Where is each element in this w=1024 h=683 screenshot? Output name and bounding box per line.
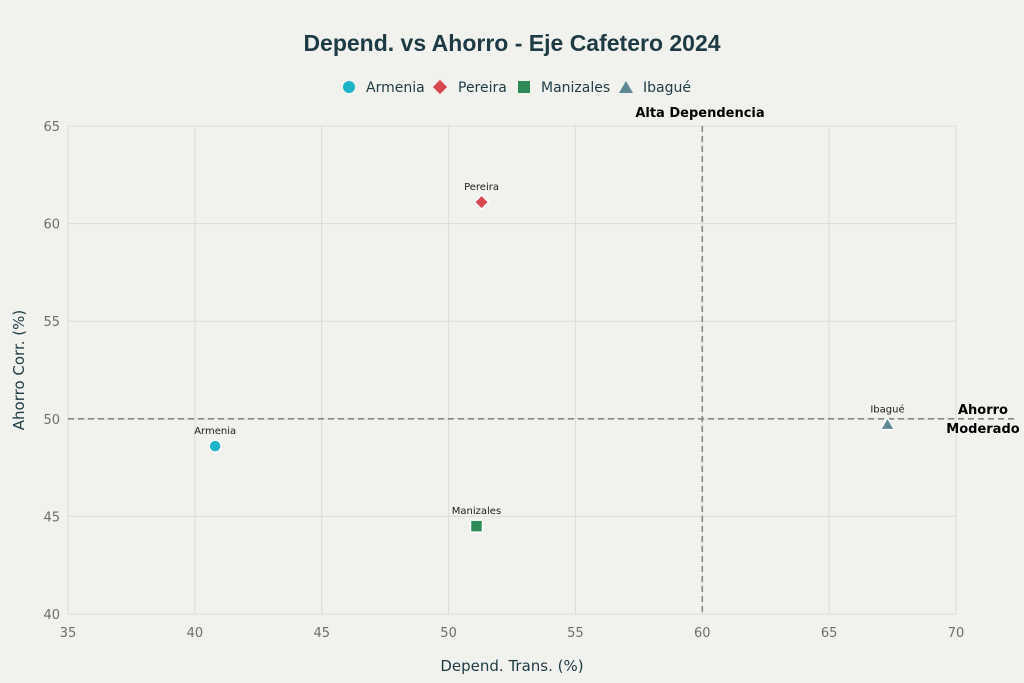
x-tick-label: 70	[948, 626, 965, 641]
data-point-circle[interactable]	[208, 439, 222, 453]
data-label: Ibagué	[870, 404, 904, 416]
legend-item-pereira[interactable]: Pereira	[432, 79, 507, 96]
data-points: Armenia Pereira Manizales Ibagué	[194, 182, 905, 533]
y-tick-label: 60	[43, 218, 60, 233]
legend-label: Manizales	[541, 80, 610, 96]
y-tick-label: 65	[43, 120, 60, 135]
legend-label: Armenia	[366, 80, 425, 96]
data-point-triangle-up[interactable]	[879, 416, 896, 431]
legend-item-ibague[interactable]: Ibagué	[619, 80, 691, 96]
vertical-reference-label: Alta Dependencia	[635, 106, 764, 121]
x-tick-label: 60	[694, 626, 711, 641]
x-tick-label: 40	[187, 626, 204, 641]
y-tick-label: 50	[43, 413, 60, 428]
reference-lines	[68, 126, 1016, 614]
legend: Armenia Pereira Manizales Ibagué	[343, 79, 691, 96]
data-label: Manizales	[452, 506, 501, 517]
grid	[67, 125, 957, 615]
legend-marker-triangle	[619, 81, 633, 93]
legend-label: Pereira	[458, 80, 507, 96]
horizontal-reference-label-line1: Ahorro	[958, 403, 1008, 418]
x-axis-label: Depend. Trans. (%)	[440, 657, 583, 675]
data-label: Armenia	[194, 426, 236, 437]
legend-item-armenia[interactable]: Armenia	[343, 80, 425, 96]
data-point-diamond[interactable]	[473, 193, 490, 211]
y-tick-label: 40	[43, 608, 60, 623]
legend-marker-square	[518, 81, 530, 93]
legend-marker-diamond	[432, 79, 448, 95]
legend-marker-circle	[343, 81, 355, 93]
x-tick-label: 65	[821, 626, 838, 641]
data-label: Pereira	[464, 182, 499, 193]
y-tick-label: 55	[43, 315, 60, 330]
y-tick-label: 45	[43, 510, 60, 525]
legend-label: Ibagué	[643, 80, 691, 96]
x-tick-label: 45	[313, 626, 330, 641]
data-point-square[interactable]	[469, 519, 484, 533]
x-tick-label: 55	[567, 626, 584, 641]
horizontal-reference-label-line2: Moderado	[946, 422, 1019, 437]
chart-title: Depend. vs Ahorro - Eje Cafetero 2024	[303, 30, 720, 56]
legend-item-manizales[interactable]: Manizales	[518, 80, 610, 96]
x-tick-label: 50	[440, 626, 457, 641]
y-axis-label: Ahorro Corr. (%)	[10, 310, 28, 430]
x-tick-label: 35	[60, 626, 77, 641]
